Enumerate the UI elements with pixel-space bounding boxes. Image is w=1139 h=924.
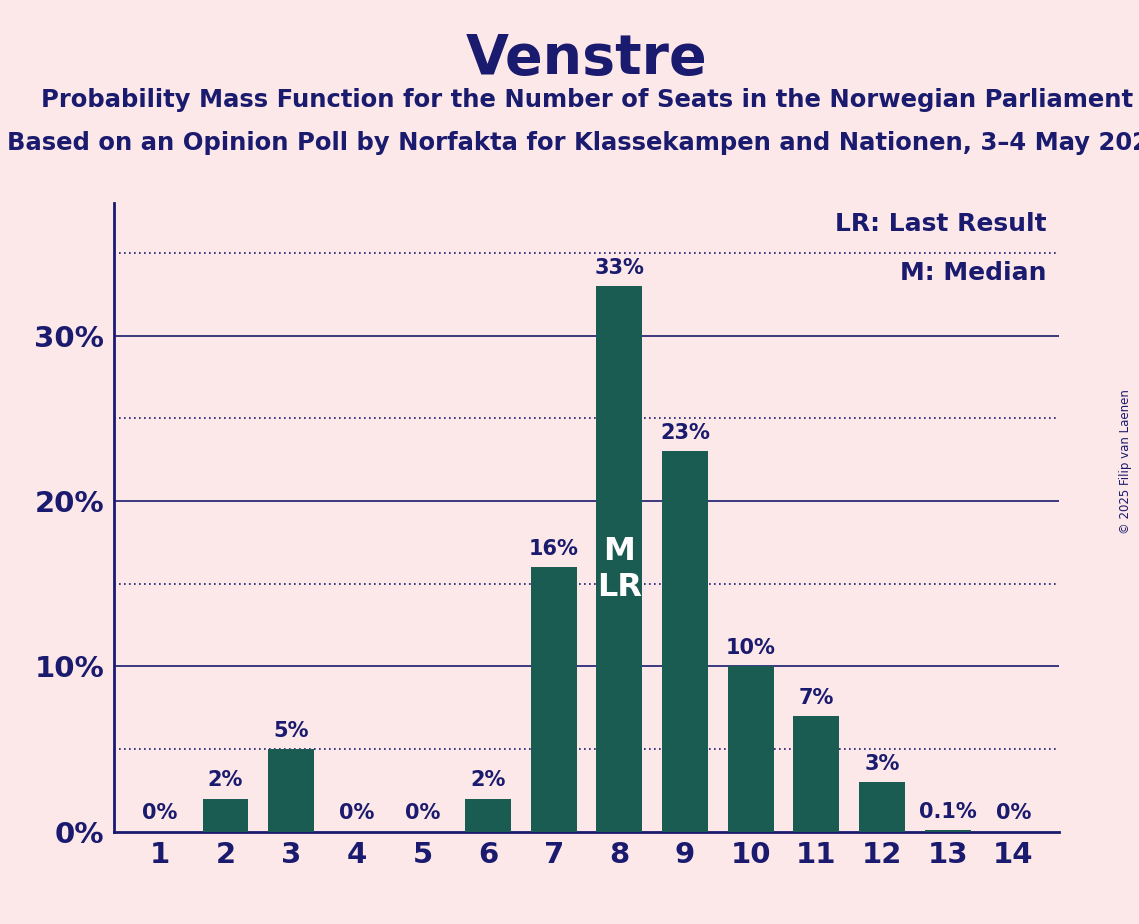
Text: 7%: 7% [798, 687, 834, 708]
Bar [465, 798, 511, 832]
Text: 0.1%: 0.1% [919, 802, 976, 821]
Text: 2%: 2% [470, 771, 506, 790]
Bar [925, 830, 970, 832]
Text: 10%: 10% [726, 638, 776, 658]
Text: M: Median: M: Median [900, 261, 1046, 286]
Text: Probability Mass Function for the Number of Seats in the Norwegian Parliament: Probability Mass Function for the Number… [41, 88, 1132, 112]
Bar [859, 782, 906, 832]
Text: 0%: 0% [339, 803, 375, 823]
Text: M
LR: M LR [597, 536, 642, 603]
Text: 23%: 23% [661, 423, 710, 443]
Text: 5%: 5% [273, 721, 309, 741]
Text: 0%: 0% [995, 803, 1031, 823]
Bar [597, 286, 642, 832]
Bar [794, 716, 839, 832]
Text: LR: Last Result: LR: Last Result [835, 212, 1046, 236]
Text: 16%: 16% [528, 539, 579, 559]
Bar [662, 451, 708, 832]
Bar [728, 666, 773, 832]
Text: © 2025 Filip van Laenen: © 2025 Filip van Laenen [1118, 390, 1132, 534]
Text: 0%: 0% [142, 803, 178, 823]
Text: 0%: 0% [404, 803, 440, 823]
Bar [531, 567, 576, 832]
Bar [203, 798, 248, 832]
Text: Based on an Opinion Poll by Norfakta for Klassekampen and Nationen, 3–4 May 2022: Based on an Opinion Poll by Norfakta for… [7, 131, 1139, 155]
Text: 2%: 2% [207, 771, 244, 790]
Bar [268, 749, 314, 832]
Text: Venstre: Venstre [466, 32, 707, 86]
Text: 33%: 33% [595, 258, 645, 278]
Text: 3%: 3% [865, 754, 900, 773]
